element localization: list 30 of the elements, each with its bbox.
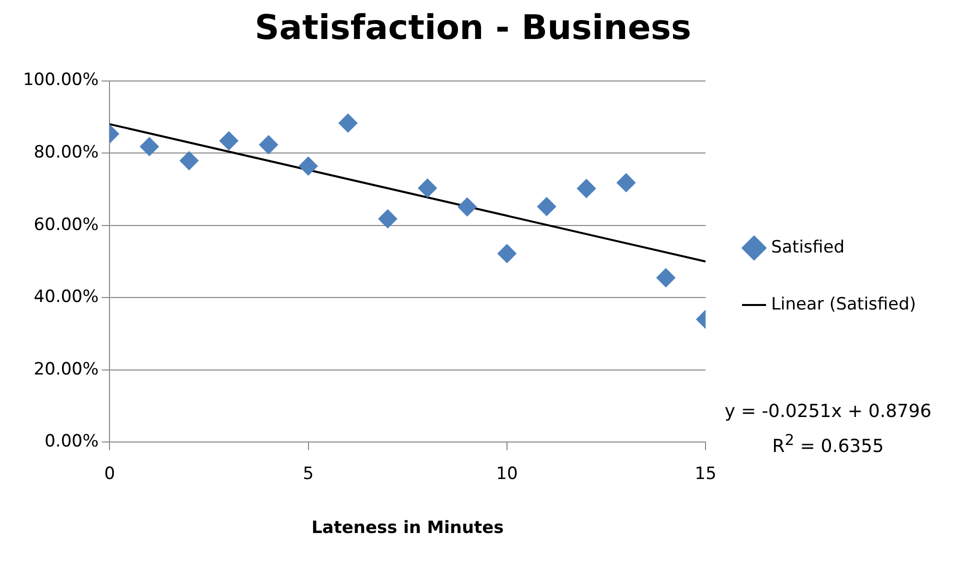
y-tick-label: 80.00% [34,142,99,162]
point [180,151,199,170]
x-axis-title: Lateness in Minutes [311,518,504,538]
x-tick-label: 10 [496,464,518,484]
chart-title: Satisfaction - Business [254,8,692,48]
legend-label: Linear (Satisfied) [771,294,916,314]
y-tick-label: 40.00% [34,287,99,308]
point [378,209,398,228]
point [140,137,159,156]
x-tick-label: 5 [302,464,314,484]
x-tick-label: 15 [694,464,716,484]
y-tick-label: 20.00% [34,359,99,380]
text: R$^{2}$ = 0.6355 [771,430,885,459]
y-tick-label: 100.00% [22,70,99,90]
point [219,131,238,150]
point [458,197,477,216]
point [656,268,676,288]
legend-label: Satisfied [771,237,845,258]
y-tick-label: 60.00% [34,214,99,235]
y-tick-label: 0.00% [44,432,99,452]
point [497,244,516,264]
point [576,178,596,198]
text: y = -0.0251x + 0.8796 [724,400,932,424]
x-tick-label: 0 [104,464,116,484]
point [616,173,636,192]
point [537,197,556,216]
point [418,178,437,198]
point [259,135,278,154]
point [338,114,358,133]
point [298,156,318,176]
